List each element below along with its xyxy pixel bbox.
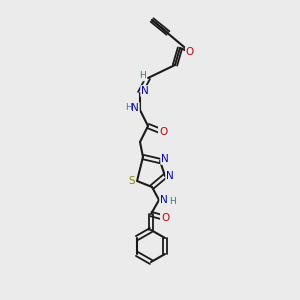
Text: N: N xyxy=(161,154,169,164)
Text: H: H xyxy=(124,103,131,112)
Text: N: N xyxy=(141,86,149,96)
Text: O: O xyxy=(159,127,167,137)
Text: H: H xyxy=(140,71,146,80)
Text: O: O xyxy=(161,213,169,223)
Text: N: N xyxy=(160,195,168,205)
Text: O: O xyxy=(186,47,194,57)
Text: N: N xyxy=(131,103,139,113)
Text: N: N xyxy=(166,171,174,181)
Text: S: S xyxy=(129,176,135,186)
Text: H: H xyxy=(169,197,176,206)
